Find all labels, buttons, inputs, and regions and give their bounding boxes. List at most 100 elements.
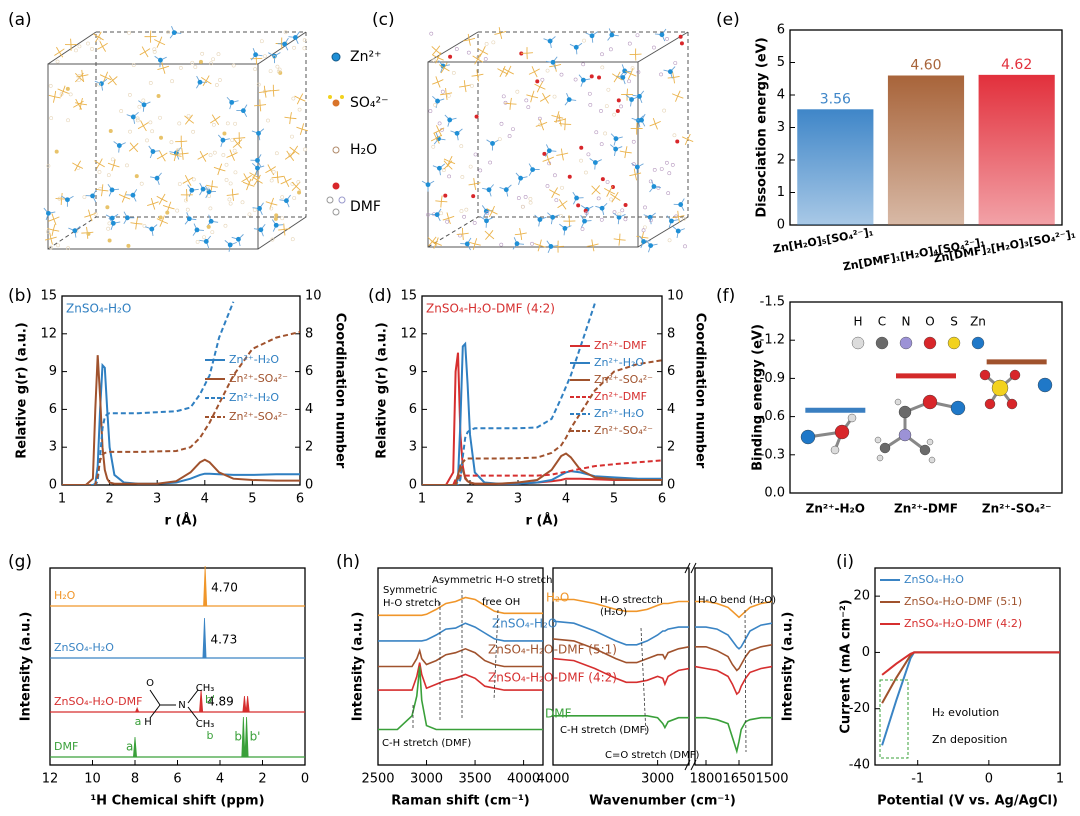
sulfate bbox=[549, 189, 555, 194]
x-tick-label: Zn²⁺-H₂O bbox=[806, 502, 865, 516]
y-axis-label: Relative g(r) (a.u.) bbox=[15, 322, 30, 458]
atom bbox=[926, 438, 934, 446]
molecule bbox=[211, 122, 216, 127]
sulfate bbox=[162, 220, 169, 224]
sulfate bbox=[219, 168, 226, 172]
bar bbox=[978, 74, 1055, 225]
line bbox=[553, 620, 689, 646]
molecule bbox=[582, 38, 586, 43]
sulfate bbox=[555, 64, 562, 67]
zn-ion bbox=[116, 143, 122, 148]
y-tick-label: 0 bbox=[862, 645, 870, 660]
zn-ion bbox=[609, 32, 615, 38]
sulfate bbox=[182, 153, 184, 160]
sulfate bbox=[278, 229, 285, 231]
sulfate bbox=[78, 104, 83, 110]
molecule bbox=[292, 45, 296, 50]
molecule bbox=[426, 212, 430, 217]
molecule bbox=[472, 221, 477, 225]
molecule bbox=[169, 140, 174, 145]
molecule bbox=[580, 227, 585, 231]
molecule bbox=[507, 134, 512, 138]
molecule bbox=[269, 206, 274, 211]
molecule bbox=[119, 109, 124, 113]
sulfate bbox=[488, 211, 493, 218]
molecule bbox=[280, 195, 285, 200]
sulfate bbox=[463, 39, 470, 42]
dmf-o bbox=[567, 174, 572, 179]
molecule bbox=[437, 121, 442, 126]
y-axis-label: Binding energy (eV) bbox=[751, 324, 766, 471]
sulfate bbox=[462, 232, 469, 235]
molecule bbox=[488, 160, 493, 165]
molecule bbox=[240, 200, 245, 205]
molecule bbox=[82, 195, 87, 199]
sulfate bbox=[233, 138, 238, 144]
sulfate bbox=[494, 32, 501, 35]
sulfate bbox=[133, 142, 139, 148]
sulfate bbox=[124, 196, 131, 200]
sulfate bbox=[472, 243, 476, 250]
panel-label: (d) bbox=[368, 286, 392, 306]
y2-tick-label: 0 bbox=[667, 478, 675, 493]
sulfate bbox=[188, 114, 193, 120]
molecule bbox=[511, 127, 515, 132]
sulfate bbox=[169, 153, 176, 156]
sulfate bbox=[541, 124, 545, 131]
sulfate bbox=[554, 192, 561, 196]
zn-ion bbox=[284, 198, 289, 204]
y-tick-label: 5 bbox=[777, 55, 785, 70]
sulfate bbox=[299, 129, 303, 136]
molecule bbox=[223, 223, 228, 228]
zn-ion bbox=[150, 149, 156, 154]
dmf-o bbox=[273, 216, 278, 221]
molecule bbox=[666, 191, 671, 196]
molecule bbox=[631, 139, 636, 144]
molecule bbox=[288, 153, 292, 158]
sulfate bbox=[554, 187, 559, 193]
sulfate bbox=[654, 123, 658, 130]
sulfate bbox=[271, 176, 278, 179]
sulfate bbox=[88, 209, 91, 216]
line bbox=[553, 638, 689, 664]
x-tick-label: 2 bbox=[105, 492, 113, 507]
sulfate bbox=[677, 210, 679, 217]
structure-letter: a bbox=[135, 715, 142, 728]
zn-ion bbox=[253, 52, 259, 58]
sulfate bbox=[548, 156, 554, 160]
sulfate bbox=[440, 67, 445, 74]
legend-label: Zn²⁺-H₂O bbox=[594, 407, 644, 420]
sulfate bbox=[462, 233, 464, 241]
molecule bbox=[636, 70, 641, 75]
peak bbox=[242, 695, 247, 713]
y-axis-label: Relative g(r) (a.u.) bbox=[375, 322, 390, 458]
sulfate bbox=[80, 103, 88, 106]
sulfate bbox=[284, 116, 291, 119]
sulfate bbox=[555, 116, 558, 123]
dmf-o bbox=[158, 215, 163, 220]
molecule bbox=[447, 174, 452, 179]
sulfate bbox=[257, 174, 261, 181]
peak bbox=[244, 716, 249, 758]
peak-label: b bbox=[234, 730, 242, 744]
value-label: 4.62 bbox=[1001, 57, 1032, 73]
series-label: H₂O bbox=[54, 589, 76, 602]
sulfate bbox=[446, 212, 449, 219]
molecule bbox=[630, 66, 635, 71]
x-tick-label: 3000 bbox=[641, 772, 674, 787]
sulfate bbox=[76, 75, 83, 78]
sulfate bbox=[219, 163, 223, 170]
annotation: H-O stretch bbox=[383, 598, 440, 609]
sulfate bbox=[428, 241, 433, 247]
sulfate bbox=[435, 45, 441, 51]
molecule bbox=[106, 226, 111, 231]
line bbox=[695, 716, 772, 755]
zn-ion bbox=[514, 241, 520, 247]
sulfate bbox=[168, 206, 175, 210]
y-tick-label: 4 bbox=[777, 88, 785, 103]
box-edge bbox=[257, 216, 307, 250]
zn-ion bbox=[566, 97, 572, 103]
molecule bbox=[431, 144, 436, 149]
sulfate bbox=[687, 138, 694, 143]
dmf-o bbox=[600, 177, 605, 182]
